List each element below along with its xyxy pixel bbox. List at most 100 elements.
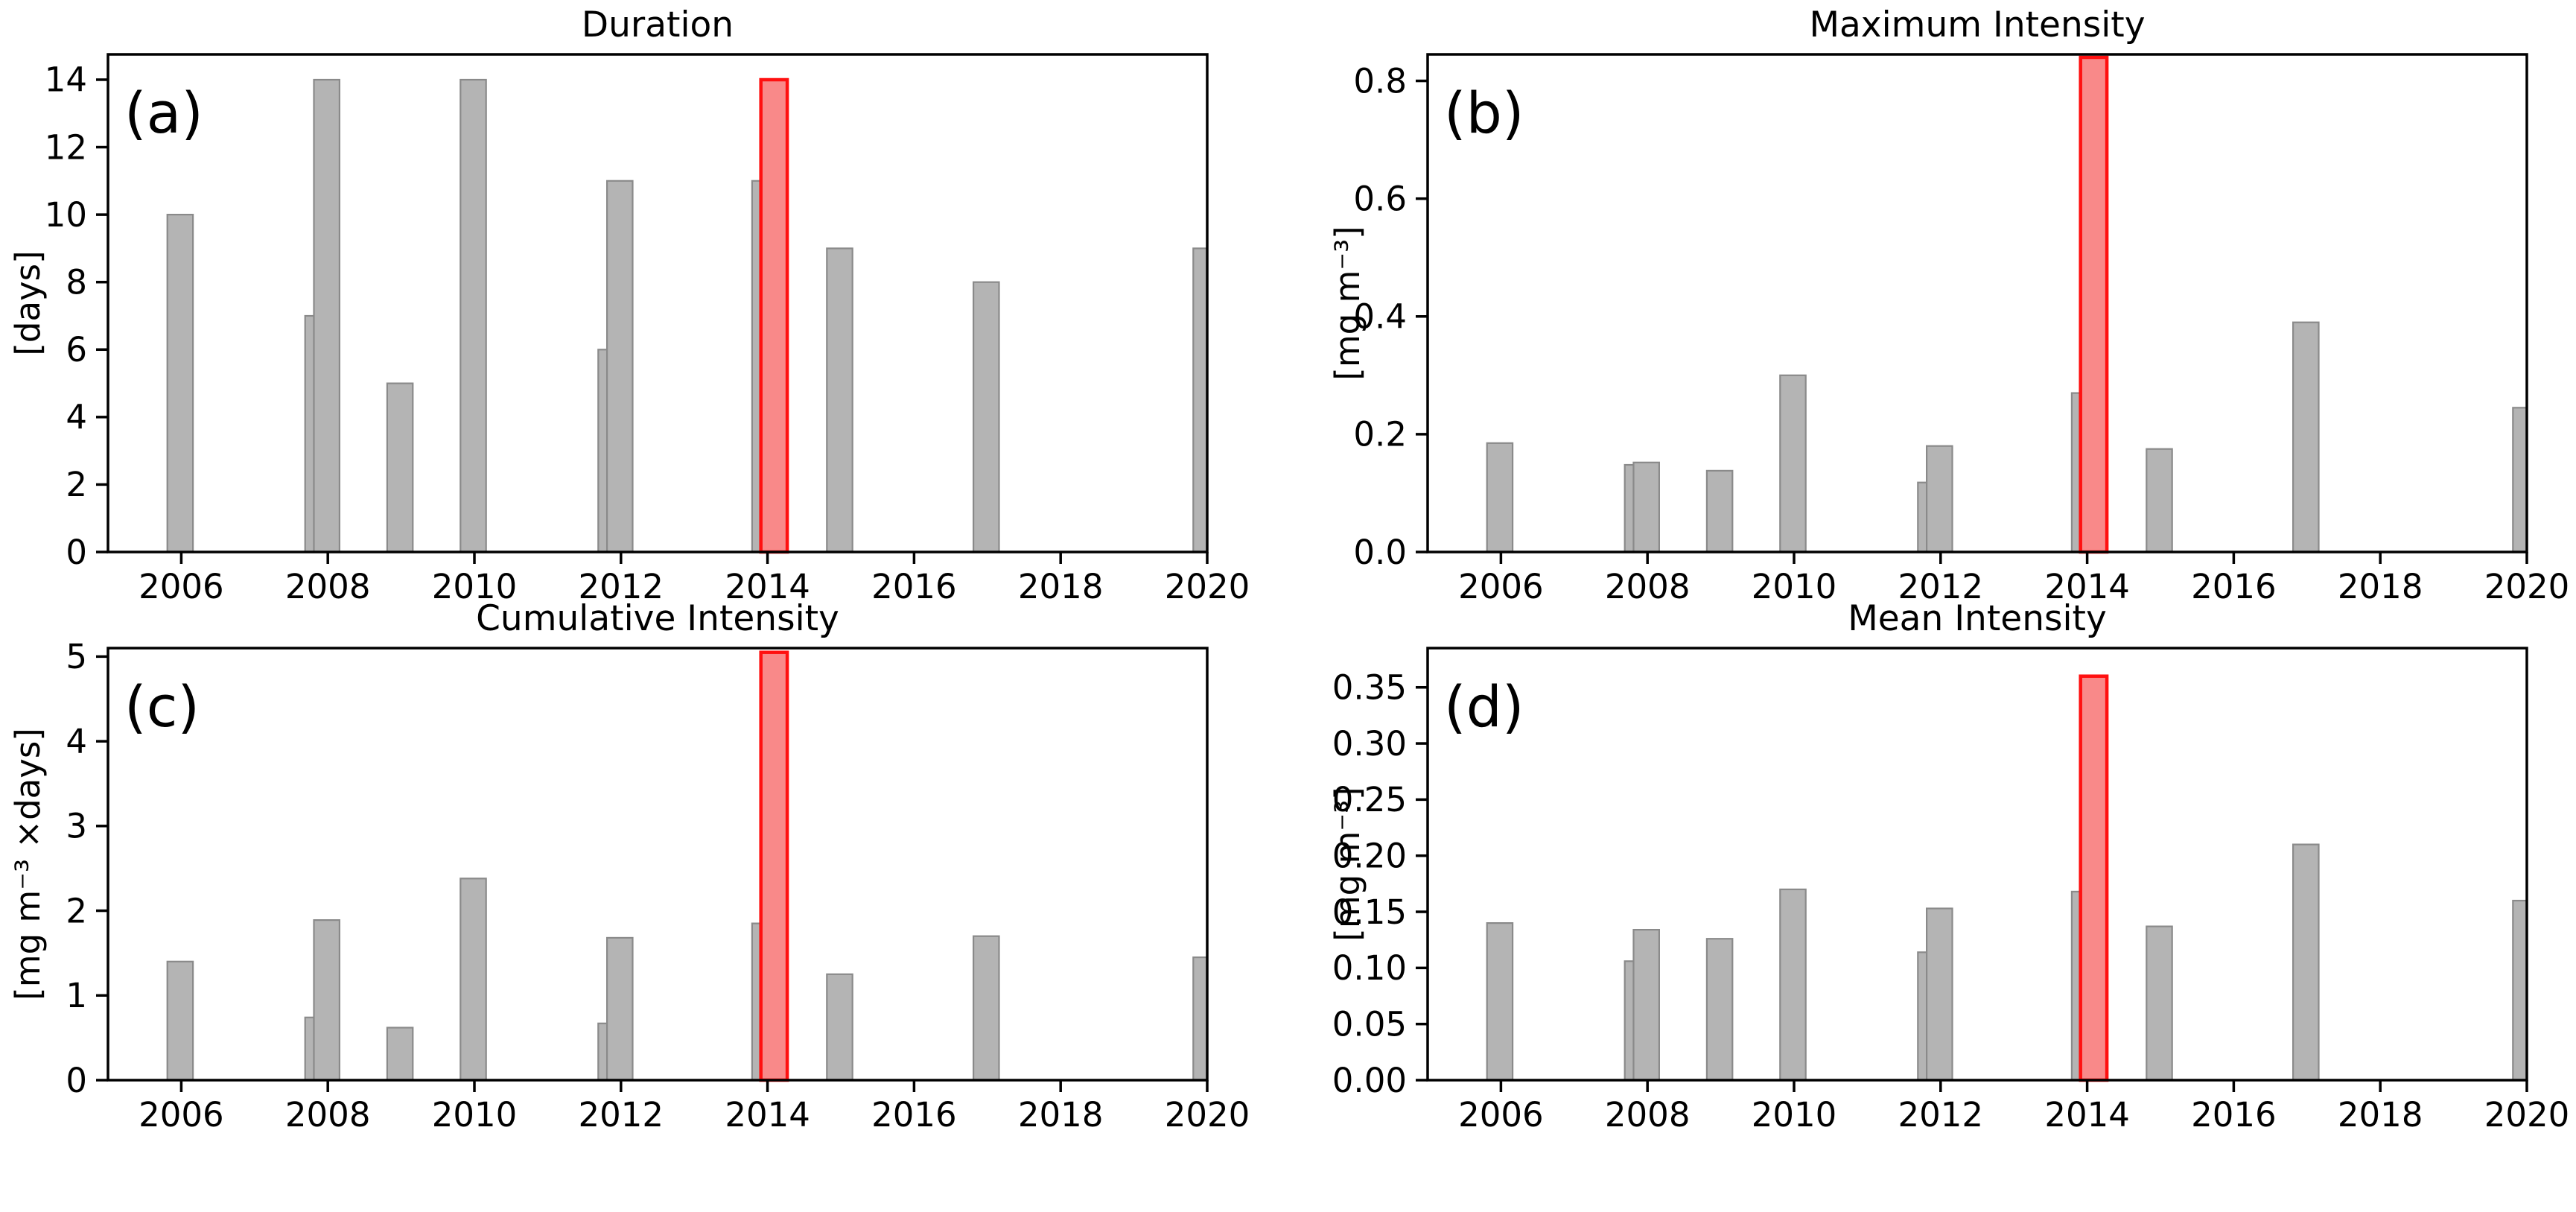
bar-d-2009	[1705, 938, 1734, 1082]
y-tick-label-a-14: 14	[45, 60, 87, 100]
x-tick-label-d-2008: 2008	[1605, 1095, 1691, 1135]
bar-a-2020	[1192, 247, 1209, 553]
x-tick-label-c-2012: 2012	[579, 1095, 664, 1135]
panel-letter-d: (d)	[1444, 673, 1524, 740]
x-tick-label-d-2010: 2010	[1752, 1095, 1837, 1135]
bar-a-2012-secondary	[597, 349, 608, 553]
plot-frame-d	[1426, 647, 2528, 1082]
bar-d-2008-secondary	[1623, 960, 1635, 1082]
bar-c-2015	[826, 973, 853, 1082]
x-tick-label-a-2018: 2018	[1018, 567, 1104, 606]
bar-b-2015	[2146, 448, 2173, 553]
x-tick-label-b-2006: 2006	[1458, 567, 1544, 606]
y-tick-label-a-0: 0	[66, 533, 87, 572]
y-tick-label-b-0.4: 0.4	[1353, 297, 1407, 337]
bar-d-2006	[1486, 921, 1514, 1082]
x-tick-label-a-2006: 2006	[139, 567, 224, 606]
y-axis-label-d: [mg m⁻³]	[1328, 787, 1367, 941]
y-tick-label-b-0.8: 0.8	[1353, 61, 1407, 101]
bar-c-2014	[759, 650, 789, 1082]
x-tick-label-c-2018: 2018	[1018, 1095, 1104, 1135]
x-tick-label-c-2010: 2010	[432, 1095, 518, 1135]
y-tick-label-d-0.25: 0.25	[1332, 780, 1407, 819]
bar-d-2015	[2146, 925, 2173, 1082]
x-tick-label-d-2018: 2018	[2338, 1095, 2423, 1135]
bar-c-2008	[313, 918, 341, 1082]
bar-a-2009	[386, 382, 414, 553]
bar-a-2008-secondary	[304, 314, 315, 553]
bar-a-2006	[166, 214, 194, 553]
bar-b-2014	[2079, 55, 2109, 554]
x-tick-label-a-2016: 2016	[871, 567, 957, 606]
panel-letter-c: (c)	[124, 673, 200, 740]
bar-c-2012	[605, 936, 634, 1082]
y-tick-label-a-8: 8	[66, 262, 87, 302]
y-tick-label-d-0.05: 0.05	[1332, 1004, 1407, 1044]
bar-a-2010	[459, 78, 487, 553]
x-tick-label-d-2012: 2012	[1898, 1095, 1984, 1135]
x-tick-label-d-2006: 2006	[1458, 1095, 1544, 1135]
bar-d-2010	[1779, 888, 1807, 1082]
plot-frame-a	[106, 53, 1209, 553]
panel-letter-b: (b)	[1444, 80, 1524, 146]
y-tick-label-d-0.20: 0.20	[1332, 836, 1407, 875]
bar-b-2010	[1779, 374, 1807, 553]
x-tick-label-c-2006: 2006	[139, 1095, 224, 1135]
panel-title-d: Mean Intensity	[1848, 598, 2107, 639]
panel-letter-a: (a)	[124, 80, 203, 146]
x-tick-label-a-2020: 2020	[1165, 567, 1250, 606]
y-axis-label-a: [days]	[8, 250, 48, 355]
bar-d-2017	[2292, 843, 2320, 1082]
y-tick-label-b-0.0: 0.0	[1353, 533, 1407, 572]
bar-c-2020	[1192, 956, 1209, 1082]
x-tick-label-b-2010: 2010	[1752, 567, 1837, 606]
x-tick-label-c-2016: 2016	[871, 1095, 957, 1135]
bar-d-2008	[1632, 928, 1661, 1082]
panel-d: 2006 2008 2010 2012 2014 2016 2018 2020 0.00 0.05…	[1328, 598, 2569, 1135]
panel-c: 2006 2008 2010 2012 2014 2016 2018 2020 0 1 2 3 4 5 Cu…	[8, 598, 1250, 1135]
y-tick-label-d-0.00: 0.00	[1332, 1061, 1407, 1100]
x-tick-label-a-2014: 2014	[725, 567, 810, 606]
x-tick-label-a-2012: 2012	[579, 567, 664, 606]
bar-b-2009	[1705, 469, 1734, 553]
bar-a-2015	[826, 247, 853, 553]
bar-b-2006	[1486, 442, 1514, 553]
y-tick-label-a-6: 6	[66, 330, 87, 369]
y-tick-label-a-12: 12	[45, 127, 87, 167]
bar-d-2012-secondary	[1917, 951, 1928, 1082]
bar-d-2020	[2512, 899, 2528, 1082]
x-tick-label-c-2008: 2008	[285, 1095, 371, 1135]
plot-frame-b	[1426, 53, 2528, 553]
bar-c-2010	[459, 878, 487, 1082]
bar-c-2009	[386, 1027, 414, 1082]
x-tick-label-b-2020: 2020	[2484, 567, 2570, 606]
bar-a-2017	[972, 281, 1000, 553]
y-tick-label-c-0: 0	[66, 1061, 87, 1100]
y-tick-label-d-0.15: 0.15	[1332, 892, 1407, 932]
x-tick-label-b-2016: 2016	[2191, 567, 2277, 606]
bar-c-2008-secondary	[304, 1016, 315, 1082]
y-tick-label-b-0.2: 0.2	[1353, 415, 1407, 454]
bar-b-2017	[2292, 321, 2320, 553]
y-tick-label-a-10: 10	[45, 195, 87, 235]
x-tick-label-a-2008: 2008	[285, 567, 371, 606]
panel-a: 2006 2008 2010 2012 2014 2016 2018 2020 0 2 4 6 8 10 1…	[8, 4, 1250, 606]
y-tick-label-a-2: 2	[66, 465, 87, 504]
panel-title-b: Maximum Intensity	[1809, 4, 2145, 45]
y-tick-label-d-0.35: 0.35	[1332, 667, 1407, 707]
x-tick-label-c-2014: 2014	[725, 1095, 810, 1135]
y-tick-label-d-0.30: 0.30	[1332, 724, 1407, 764]
x-tick-label-b-2012: 2012	[1898, 567, 1984, 606]
plot-frame-c	[106, 647, 1209, 1082]
y-tick-label-d-0.10: 0.10	[1332, 948, 1407, 988]
y-axis-label-b: [mg m⁻³]	[1328, 226, 1367, 380]
y-tick-label-c-5: 5	[66, 637, 87, 676]
x-tick-label-b-2018: 2018	[2338, 567, 2423, 606]
x-tick-label-b-2014: 2014	[2044, 567, 2130, 606]
bar-c-2017	[972, 935, 1000, 1082]
y-tick-label-c-4: 4	[66, 722, 87, 761]
y-tick-label-c-3: 3	[66, 807, 87, 846]
y-tick-label-c-1: 1	[66, 976, 87, 1015]
